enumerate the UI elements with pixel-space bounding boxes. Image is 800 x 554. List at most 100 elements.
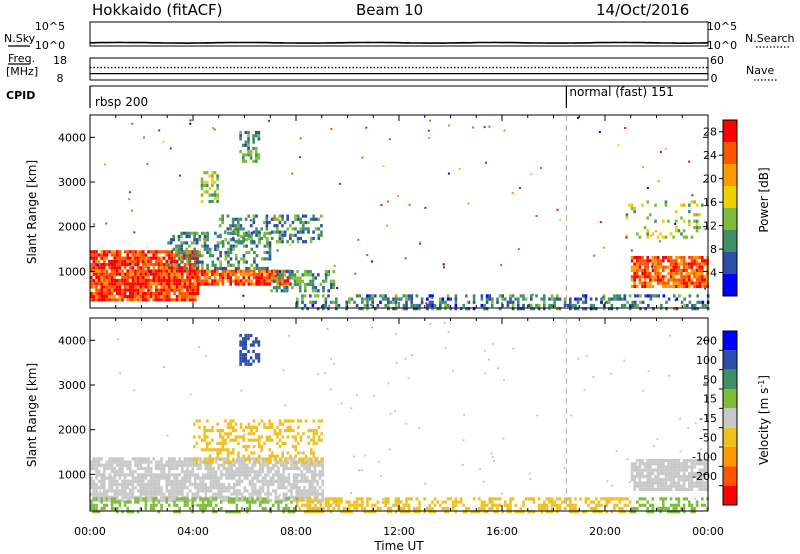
heatmap-cell <box>605 497 608 501</box>
heatmap-cell <box>252 230 256 234</box>
colorbar-segment <box>723 142 737 164</box>
heatmap-cell <box>157 288 161 292</box>
heatmap-cell <box>592 376 595 378</box>
heatmap-cell <box>204 473 207 477</box>
heatmap-cell <box>309 273 312 277</box>
heatmap-cell <box>324 273 328 277</box>
heatmap-cell <box>199 476 202 480</box>
heatmap-cell <box>136 476 140 480</box>
heatmap-cell <box>201 479 205 483</box>
heatmap-cell <box>214 486 218 490</box>
heatmap-cell <box>255 356 258 360</box>
heatmap-cell <box>206 231 209 235</box>
heatmap-cell <box>563 500 567 504</box>
heatmap-cell <box>162 463 166 467</box>
heatmap-cell <box>188 457 192 461</box>
heatmap-cell <box>173 269 176 273</box>
heatmap-cell <box>173 279 176 283</box>
heatmap-cell <box>537 503 541 507</box>
heatmap-cell <box>425 302 428 305</box>
heatmap-cell <box>201 473 205 477</box>
heatmap-cell <box>270 236 274 241</box>
heatmap-cell <box>320 230 323 234</box>
heatmap-cell <box>162 279 166 283</box>
heatmap-cell <box>646 510 649 514</box>
heatmap-cell <box>139 482 142 487</box>
heatmap-cell <box>110 506 114 511</box>
heatmap-cell <box>379 506 382 511</box>
heatmap-cell <box>227 247 230 251</box>
heatmap-cell <box>238 492 241 496</box>
heatmap-cell <box>242 438 245 442</box>
heatmap-cell <box>160 476 163 480</box>
heatmap-cell <box>160 498 163 503</box>
heatmap-cell <box>217 489 220 493</box>
heatmap-cell <box>235 479 239 483</box>
heatmap-cell <box>446 506 450 511</box>
heatmap-cell <box>504 500 507 504</box>
heatmap-cell <box>108 272 111 275</box>
heatmap-cell <box>149 250 153 254</box>
heatmap-cell <box>278 494 281 496</box>
heatmap-cell <box>201 506 205 511</box>
heatmap-cell <box>545 503 549 507</box>
heatmap-cell <box>235 489 239 493</box>
heatmap-cell <box>675 259 678 263</box>
heatmap-cell <box>439 307 442 311</box>
heatmap-cell <box>302 220 305 225</box>
heatmap-cell <box>139 259 142 263</box>
heatmap-cell <box>113 457 116 461</box>
heatmap-cell <box>621 297 624 301</box>
heatmap-cell <box>625 216 629 220</box>
heatmap-cell <box>216 241 220 245</box>
y-tick-label: 1000 <box>58 265 86 278</box>
heatmap-cell <box>113 282 116 286</box>
heatmap-cell <box>675 506 678 511</box>
heatmap-cell <box>131 266 135 270</box>
heatmap-cell <box>105 298 109 302</box>
heatmap-cell <box>311 286 315 290</box>
heatmap-cell <box>656 281 660 285</box>
heatmap-cell <box>688 475 691 479</box>
heatmap-cell <box>195 263 199 267</box>
heatmap-cell <box>282 482 285 487</box>
heatmap-cell <box>251 500 254 504</box>
heatmap-cell <box>537 506 541 511</box>
heatmap-cell <box>278 230 282 234</box>
heatmap-cell <box>431 500 434 504</box>
heatmap-cell <box>290 489 293 493</box>
heatmap-cell <box>286 429 290 433</box>
heatmap-cell <box>227 263 230 267</box>
heatmap-cell <box>259 492 262 496</box>
heatmap-cell <box>149 272 153 276</box>
heatmap-cell <box>152 253 155 257</box>
heatmap-cell <box>302 457 305 461</box>
heatmap-cell <box>136 291 140 295</box>
heatmap-cell <box>206 441 209 445</box>
heatmap-cell <box>314 510 317 514</box>
heatmap-cell <box>147 269 150 273</box>
heatmap-cell <box>269 492 272 496</box>
heatmap-cell <box>279 463 283 467</box>
heatmap-cell <box>503 378 505 381</box>
heatmap-cell <box>436 500 439 504</box>
heatmap-cell <box>646 265 649 269</box>
heatmap-cell <box>108 282 111 286</box>
heatmap-cell <box>180 244 183 248</box>
heatmap-cell <box>149 476 153 480</box>
heatmap-cell <box>240 495 244 499</box>
heatmap-cell <box>311 506 315 511</box>
heatmap-cell <box>600 497 603 501</box>
heatmap-cell <box>698 278 701 282</box>
heatmap-cell <box>255 254 259 258</box>
heatmap-cell <box>90 295 93 299</box>
heatmap-cell <box>224 432 227 436</box>
heatmap-cell <box>208 187 212 191</box>
heatmap-cell <box>582 300 585 304</box>
heatmap-cell <box>685 465 688 469</box>
heatmap-cell <box>298 497 302 501</box>
heatmap-cell <box>379 294 382 298</box>
heatmap-cell <box>311 273 315 277</box>
heatmap-cell <box>394 500 398 504</box>
